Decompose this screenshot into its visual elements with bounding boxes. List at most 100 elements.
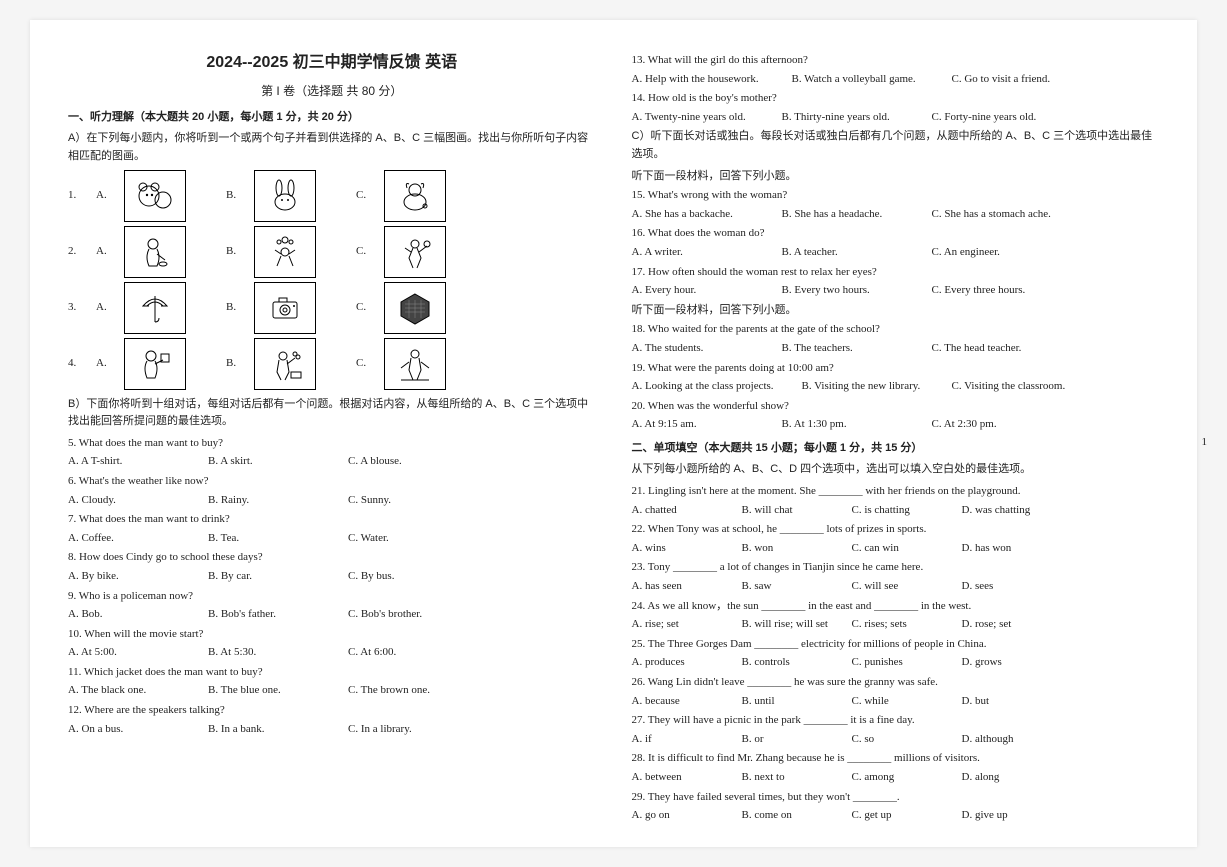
row-number: 3. (68, 299, 96, 317)
option-c: C. An engineer. (932, 244, 1072, 262)
option-c: C. At 2:30 pm. (932, 416, 1072, 434)
row-number: 2. (68, 243, 96, 261)
question-23: 23. Tony ________ a lot of changes in Ti… (632, 559, 1160, 577)
option-c: C. She has a stomach ache. (932, 206, 1072, 224)
picture-box (384, 170, 446, 222)
option-b: B. Tea. (208, 530, 348, 548)
question-24: 24. As we all know，the sun ________ in t… (632, 598, 1160, 616)
option-c: C. A blouse. (348, 453, 488, 471)
picture-box (384, 282, 446, 334)
options-15: A. She has a backache. B. She has a head… (632, 206, 1160, 224)
option-a: A. wins (632, 540, 742, 558)
question-22: 22. When Tony was at school, he ________… (632, 521, 1160, 539)
option-d: D. along (962, 769, 1072, 787)
option-b: B. until (742, 693, 852, 711)
option-b: B. The blue one. (208, 682, 348, 700)
option-c: C. will see (852, 578, 962, 596)
option-a: A. A writer. (632, 244, 782, 262)
options-7: A. Coffee. B. Tea. C. Water. (68, 530, 596, 548)
question-9: 9. Who is a policeman now? (68, 588, 596, 606)
option-b: B. Thirty-nine years old. (782, 109, 932, 127)
question-16: 16. What does the woman do? (632, 225, 1160, 243)
exam-subtitle: 第 I 卷（选择题 共 80 分） (68, 82, 596, 101)
options-22: A. wins B. won C. can win D. has won (632, 540, 1160, 558)
option-label: C. (356, 299, 384, 317)
exam-sheet: 2024--2025 初三中期学情反馈 英语 第 I 卷（选择题 共 80 分）… (30, 20, 1197, 847)
image-row-2: 2. A. B. C. (68, 226, 596, 278)
options-10: A. At 5:00. B. At 5:30. C. At 6:00. (68, 644, 596, 662)
options-25: A. produces B. controls C. punishes D. g… (632, 654, 1160, 672)
option-d: D. grows (962, 654, 1072, 672)
passage-intro-2: 听下面一段材料，回答下列小题。 (632, 302, 1160, 320)
option-a: A. Every hour. (632, 282, 782, 300)
option-label: C. (356, 243, 384, 261)
question-27: 27. They will have a picnic in the park … (632, 712, 1160, 730)
options-28: A. between B. next to C. among D. along (632, 769, 1160, 787)
option-a: A. chatted (632, 502, 742, 520)
option-a: A. Cloudy. (68, 492, 208, 510)
picture-box (254, 282, 316, 334)
picture-box (254, 226, 316, 278)
option-d: D. but (962, 693, 1072, 711)
option-label: C. (356, 355, 384, 373)
option-c: C. By bus. (348, 568, 488, 586)
question-17: 17. How often should the woman rest to r… (632, 264, 1160, 282)
picture-box (124, 170, 186, 222)
options-21: A. chatted B. will chat C. is chatting D… (632, 502, 1160, 520)
question-10: 10. When will the movie start? (68, 626, 596, 644)
options-8: A. By bike. B. By car. C. By bus. (68, 568, 596, 586)
options-26: A. because B. until C. while D. but (632, 693, 1160, 711)
question-5: 5. What does the man want to buy? (68, 435, 596, 453)
image-row-1: 1. A. B. C. (68, 170, 596, 222)
option-a: A. Help with the housework. (632, 71, 792, 89)
options-6: A. Cloudy. B. Rainy. C. Sunny. (68, 492, 596, 510)
question-20: 20. When was the wonderful show? (632, 398, 1160, 416)
option-a: A. if (632, 731, 742, 749)
option-b: B. At 5:30. (208, 644, 348, 662)
options-20: A. At 9:15 am. B. At 1:30 pm. C. At 2:30… (632, 416, 1160, 434)
option-label: A. (96, 243, 124, 261)
question-28: 28. It is difficult to find Mr. Zhang be… (632, 750, 1160, 768)
option-c: C. Every three hours. (932, 282, 1072, 300)
options-18: A. The students. B. The teachers. C. The… (632, 340, 1160, 358)
picture-box (254, 338, 316, 390)
section-2-heading: 二、单项填空（本大题共 15 小题；每小题 1 分，共 15 分） (632, 440, 1160, 458)
left-column: 2024--2025 初三中期学情反馈 英语 第 I 卷（选择题 共 80 分）… (50, 50, 614, 827)
option-b: B. Every two hours. (782, 282, 932, 300)
option-a: A. By bike. (68, 568, 208, 586)
option-c: C. get up (852, 807, 962, 825)
option-b: B. A teacher. (782, 244, 932, 262)
options-13: A. Help with the housework. B. Watch a v… (632, 71, 1160, 89)
page-number: 1 (1202, 434, 1208, 452)
option-c: C. Visiting the classroom. (952, 378, 1092, 396)
option-d: D. was chatting (962, 502, 1072, 520)
section-1-heading: 一、听力理解（本大题共 20 小题，每小题 1 分，共 20 分） (68, 109, 596, 127)
part-a-instruction: A）在下列每小题内，你将听到一个或两个句子并看到供选择的 A、B、C 三幅图画。… (68, 130, 596, 165)
option-a: A. Looking at the class projects. (632, 378, 802, 396)
options-23: A. has seen B. saw C. will see D. sees (632, 578, 1160, 596)
option-c: C. The brown one. (348, 682, 488, 700)
picture-box (384, 338, 446, 390)
picture-box (124, 226, 186, 278)
picture-box (124, 282, 186, 334)
option-c: C. while (852, 693, 962, 711)
option-label: A. (96, 355, 124, 373)
question-11: 11. Which jacket does the man want to bu… (68, 664, 596, 682)
options-11: A. The black one. B. The blue one. C. Th… (68, 682, 596, 700)
option-label: B. (226, 355, 254, 373)
option-c: C. Forty-nine years old. (932, 109, 1072, 127)
question-19: 19. What were the parents doing at 10:00… (632, 360, 1160, 378)
option-d: D. rose; set (962, 616, 1072, 634)
option-a: A. A T-shirt. (68, 453, 208, 471)
picture-box (124, 338, 186, 390)
option-b: B. saw (742, 578, 852, 596)
option-b: B. At 1:30 pm. (782, 416, 932, 434)
option-a: A. because (632, 693, 742, 711)
option-a: A. produces (632, 654, 742, 672)
option-a: A. On a bus. (68, 721, 208, 739)
options-12: A. On a bus. B. In a bank. C. In a libra… (68, 721, 596, 739)
option-d: D. give up (962, 807, 1072, 825)
option-c: C. rises; sets (852, 616, 962, 634)
image-row-4: 4. A. B. C. (68, 338, 596, 390)
option-label: A. (96, 187, 124, 205)
